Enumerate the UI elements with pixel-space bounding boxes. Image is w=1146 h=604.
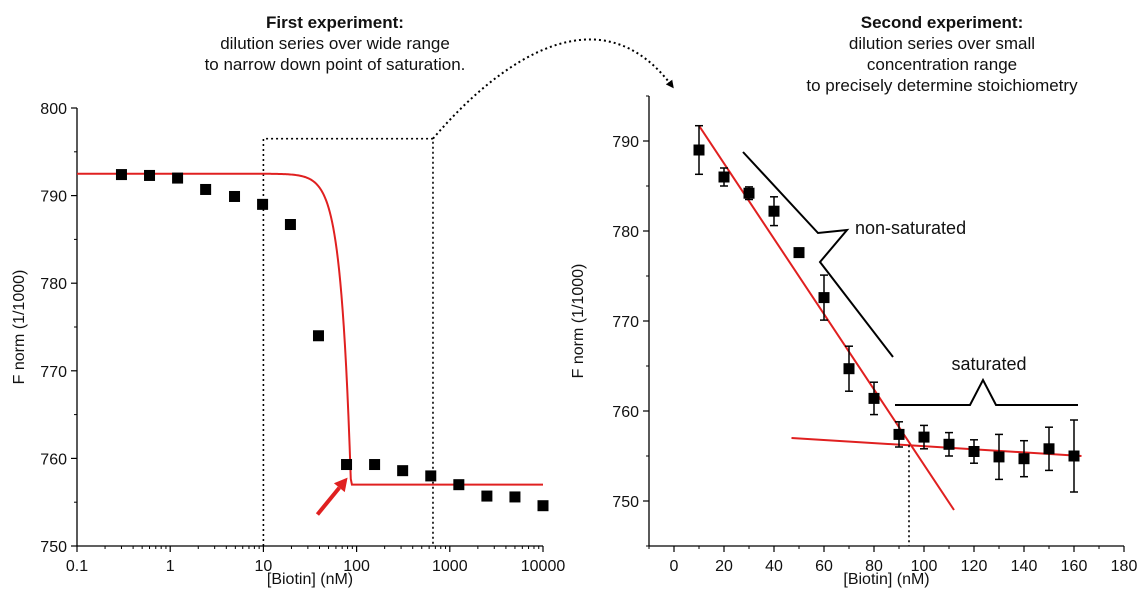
right-x-axis-label: [Biotin] (nM)	[843, 571, 929, 588]
second-experiment-heading: Second experiment: dilution series over …	[782, 12, 1102, 96]
left-x-tick-label: 10000	[521, 558, 566, 575]
right-fit-line-2	[791, 437, 1082, 457]
left-data-point	[284, 219, 296, 231]
left-data-point	[397, 465, 409, 477]
left-x-tick-label: 1000	[432, 558, 468, 575]
left-data-point	[341, 459, 353, 471]
right-data-point	[818, 292, 830, 304]
non-saturated-bracket	[742, 151, 894, 358]
right-data-point	[1018, 453, 1030, 465]
right-x-tick-label: 100	[911, 558, 938, 575]
right-data-point	[743, 187, 755, 199]
left-x-tick-label: 10	[255, 558, 273, 575]
left-data-point	[144, 169, 156, 181]
left-y-tick-label: 780	[40, 276, 67, 293]
right-x-tick-label: 120	[961, 558, 988, 575]
left-data-point	[257, 198, 269, 210]
right-data-point	[693, 144, 705, 156]
left-data-point	[115, 169, 127, 181]
right-data-point	[793, 247, 805, 259]
right-data-point	[868, 392, 880, 404]
left-x-tick-label: 1	[166, 558, 175, 575]
left-x-tick-label: 100	[343, 558, 370, 575]
right-x-tick-label: 140	[1011, 558, 1038, 575]
left-x-axis-label: [Biotin] (nM)	[267, 571, 353, 588]
right-y-axis-label: F norm (1/1000)	[570, 264, 587, 379]
right-data-point	[718, 171, 730, 183]
right-data-point	[1068, 450, 1080, 462]
right-x-tick-label: 20	[715, 558, 733, 575]
left-data-point	[425, 470, 437, 482]
right-x-tick-label: 160	[1061, 558, 1088, 575]
left-data-point	[537, 500, 549, 512]
left-y-tick-label: 800	[40, 101, 67, 118]
right-x-tick-label: 40	[765, 558, 783, 575]
right-x-tick-label: 0	[670, 558, 679, 575]
second-experiment-line-1: dilution series over small	[848, 34, 1036, 53]
first-experiment-heading: First experiment: dilution series over w…	[150, 12, 520, 75]
first-experiment-line-2: to narrow down point of saturation.	[204, 55, 466, 74]
left-y-tick-label: 750	[40, 539, 67, 556]
left-data-point	[200, 183, 212, 195]
left-data-point	[312, 330, 324, 342]
right-y-tick-label: 770	[612, 314, 639, 331]
right-data-point	[993, 451, 1005, 463]
saturation-arrow-head	[333, 477, 348, 493]
right-y-tick-label: 780	[612, 224, 639, 241]
right-y-tick-label: 760	[612, 404, 639, 421]
left-y-tick-label: 770	[40, 364, 67, 381]
left-y-axis-label: F norm (1/1000)	[11, 270, 28, 385]
right-y-tick-label: 750	[612, 494, 639, 511]
right-data-point	[968, 446, 980, 457]
left-x-tick-label: 0.1	[66, 558, 88, 575]
right-fit-line-1	[698, 125, 955, 511]
left-data-point	[229, 190, 241, 202]
right-x-tick-label: 180	[1111, 558, 1138, 575]
connector-arrow	[432, 38, 674, 140]
first-experiment-title: First experiment:	[266, 13, 404, 32]
non-saturated-label: non-saturated	[855, 218, 966, 238]
second-experiment-title: Second experiment:	[860, 13, 1024, 32]
left-data-point	[453, 479, 465, 491]
left-data-point	[509, 491, 521, 503]
saturated-bracket	[895, 377, 1078, 406]
first-experiment-line-1: dilution series over wide range	[220, 34, 450, 53]
saturation-arrow	[315, 486, 341, 516]
left-data-point	[481, 490, 493, 502]
left-fit-curve	[77, 172, 543, 486]
right-data-point	[768, 205, 780, 217]
left-data-point	[369, 459, 381, 471]
right-data-point	[1043, 443, 1055, 455]
right-data-point	[893, 428, 905, 440]
left-data-point	[172, 172, 184, 184]
left-y-tick-label: 790	[40, 189, 67, 206]
right-data-point	[943, 438, 955, 450]
selection-box	[262, 137, 434, 546]
right-data-point	[843, 363, 855, 375]
left-y-tick-label: 760	[40, 451, 67, 468]
right-data-point	[918, 431, 930, 443]
right-x-tick-label: 60	[815, 558, 833, 575]
second-experiment-line-2: concentration range	[866, 55, 1018, 74]
saturated-label: saturated	[951, 354, 1026, 374]
right-x-tick-label: 80	[865, 558, 883, 575]
right-y-tick-label: 790	[612, 134, 639, 151]
second-experiment-line-3: to precisely determine stoichiometry	[806, 76, 1078, 95]
